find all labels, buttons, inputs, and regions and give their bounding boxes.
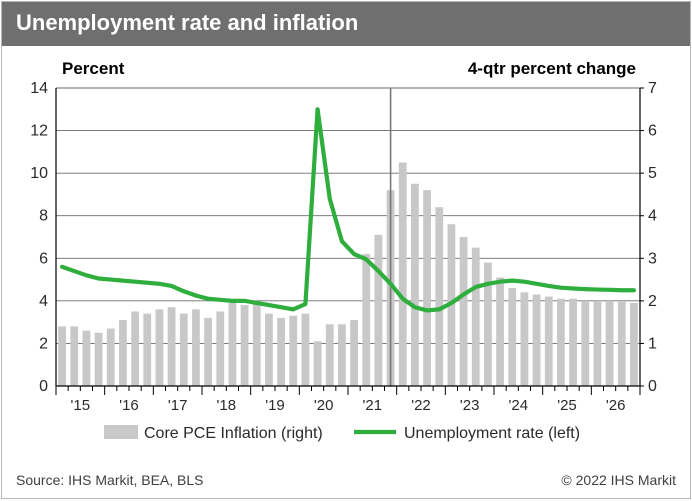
bar	[119, 320, 127, 386]
chart-area: Percent4-qtr percent change0246810121401…	[2, 46, 690, 468]
bar	[581, 301, 589, 386]
bar	[314, 341, 322, 386]
bar	[70, 326, 78, 386]
legend-line-label: Unemployment rate (left)	[404, 425, 580, 442]
bar	[277, 318, 285, 386]
bar	[131, 312, 139, 387]
bar	[606, 301, 614, 386]
bar	[302, 314, 310, 386]
x-year-label: '18	[217, 397, 237, 414]
bar	[435, 207, 443, 386]
bar	[265, 314, 273, 386]
bar	[533, 294, 541, 386]
bar	[460, 237, 468, 386]
x-year-label: '23	[460, 397, 480, 414]
left-tick: 10	[30, 165, 48, 182]
bar	[192, 309, 200, 386]
bar	[496, 277, 504, 386]
bar	[83, 331, 91, 386]
left-tick: 12	[30, 123, 48, 140]
x-year-label: '26	[606, 397, 626, 414]
bar	[216, 312, 224, 387]
bar	[204, 318, 212, 386]
left-tick: 2	[39, 335, 48, 352]
legend-bar-swatch	[104, 425, 138, 439]
x-year-label: '16	[119, 397, 139, 414]
right-tick: 0	[648, 378, 657, 395]
right-axis-title: 4-qtr percent change	[468, 59, 636, 78]
bar	[411, 184, 419, 386]
bar	[58, 326, 66, 386]
left-tick: 4	[39, 293, 48, 310]
bar	[618, 302, 626, 386]
bar	[156, 309, 164, 386]
bar	[107, 329, 115, 386]
left-axis-title: Percent	[62, 59, 125, 78]
x-year-label: '24	[509, 397, 529, 414]
right-tick: 6	[648, 123, 657, 140]
x-year-label: '21	[363, 397, 383, 414]
bar	[350, 320, 358, 386]
bar	[423, 190, 431, 386]
right-tick: 4	[648, 208, 657, 225]
x-year-label: '19	[265, 397, 285, 414]
bar	[289, 316, 297, 386]
x-year-label: '17	[168, 397, 188, 414]
bar	[143, 314, 151, 386]
bar	[557, 299, 565, 386]
bar	[362, 254, 370, 386]
bar	[241, 305, 249, 386]
bar	[472, 248, 480, 386]
x-year-label: '22	[411, 397, 431, 414]
right-tick: 5	[648, 165, 657, 182]
bar	[521, 292, 529, 386]
bar	[508, 288, 516, 386]
unemployment-line	[62, 109, 634, 310]
x-year-label: '15	[71, 397, 91, 414]
chart-card: Unemployment rate and inflation Percent 4…	[1, 1, 691, 499]
right-tick: 3	[648, 250, 657, 267]
copyright-text: © 2022 IHS Markit	[561, 472, 676, 488]
bar	[594, 301, 602, 386]
left-tick: 8	[39, 208, 48, 225]
left-tick: 0	[39, 378, 48, 395]
right-tick: 2	[648, 293, 657, 310]
bar	[180, 314, 188, 386]
bar	[253, 303, 261, 386]
bar	[229, 303, 237, 386]
bar	[569, 299, 577, 386]
left-tick: 6	[39, 250, 48, 267]
bar	[630, 303, 638, 386]
bar	[338, 324, 346, 386]
source-text: Source: IHS Markit, BEA, BLS	[16, 472, 204, 488]
chart-svg: Percent4-qtr percent change0246810121401…	[12, 56, 680, 456]
bar	[95, 333, 103, 386]
x-year-label: '20	[314, 397, 334, 414]
bar	[375, 235, 383, 386]
bar	[399, 163, 407, 387]
bar	[545, 297, 553, 386]
right-tick: 1	[648, 335, 657, 352]
legend-bar-label: Core PCE Inflation (right)	[144, 425, 323, 442]
left-tick: 14	[30, 80, 48, 97]
bar	[484, 263, 492, 386]
bar	[168, 307, 176, 386]
footer: Source: IHS Markit, BEA, BLS © 2022 IHS …	[2, 468, 690, 498]
right-tick: 7	[648, 80, 657, 97]
x-year-label: '25	[557, 397, 577, 414]
chart-title: Unemployment rate and inflation	[2, 2, 690, 46]
bar	[326, 324, 334, 386]
